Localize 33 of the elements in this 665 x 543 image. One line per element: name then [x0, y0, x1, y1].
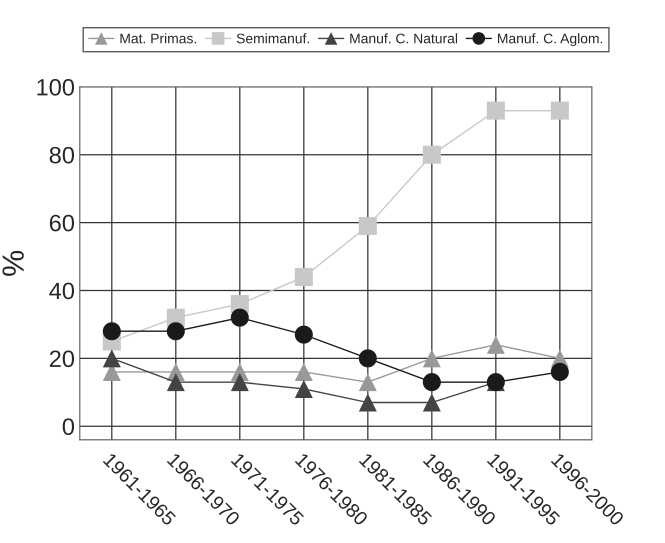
legend-label: Manuf. C. Natural [350, 33, 458, 44]
y-tick-label: 0 [62, 418, 74, 436]
y-tick-label: 100 [37, 78, 74, 96]
point [102, 349, 121, 368]
point [422, 146, 441, 164]
point [166, 373, 185, 392]
point [422, 349, 441, 368]
point [294, 380, 313, 398]
point [294, 362, 313, 381]
point [486, 336, 505, 354]
y-axis-title: % [2, 250, 24, 276]
y-tick-label: 80 [50, 146, 74, 164]
point [422, 393, 441, 412]
point [230, 308, 249, 327]
point [550, 102, 569, 120]
y-tick-label: 60 [50, 214, 74, 232]
point [358, 216, 377, 236]
legend-label: Mat. Primas. [120, 33, 196, 44]
point [294, 326, 313, 344]
point [102, 322, 121, 340]
point [358, 349, 377, 368]
point [550, 362, 569, 381]
point [230, 373, 249, 392]
point [166, 322, 185, 340]
legend-label: Manuf. C. Aglom. [498, 33, 602, 46]
point [294, 268, 313, 286]
point [358, 373, 377, 392]
point [422, 373, 441, 392]
legend-label: Semimanuf. [236, 33, 309, 44]
point [486, 102, 505, 120]
y-tick-label: 20 [50, 350, 74, 368]
y-tick-label: 40 [49, 282, 74, 300]
point [358, 393, 377, 412]
